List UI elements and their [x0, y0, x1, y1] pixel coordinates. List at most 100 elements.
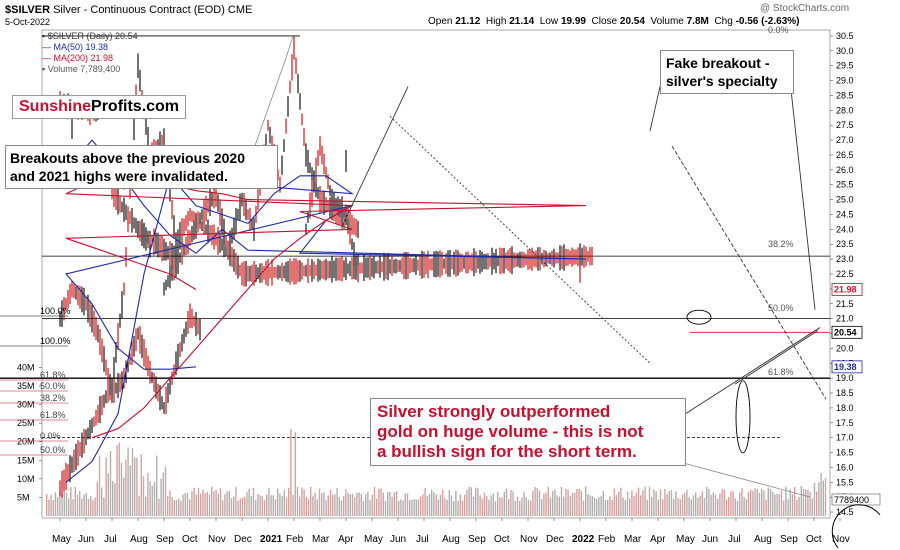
fib-left-label: 100.0%	[40, 336, 71, 346]
volume-bar	[98, 455, 101, 516]
volume-bar	[411, 499, 413, 516]
volume-bar	[481, 498, 483, 516]
x-tick-label: Jun	[390, 534, 406, 545]
volume-bar	[283, 490, 285, 516]
volume-bar	[332, 494, 334, 516]
x-tick-label: Jul	[104, 534, 117, 545]
volume-bar	[127, 447, 129, 516]
trend-line	[389, 115, 651, 364]
volume-bar	[129, 465, 131, 516]
volume-bar	[433, 492, 435, 516]
volume-bar	[571, 492, 574, 516]
volume-bar	[63, 491, 65, 516]
volume-bar	[211, 486, 213, 516]
volume-bar	[61, 493, 63, 516]
volume-bar	[208, 494, 211, 516]
x-tick-label: Sep	[780, 534, 798, 545]
fib-left-label: 61.8%	[40, 370, 66, 380]
volume-bar	[107, 473, 109, 516]
volume-bar	[380, 488, 382, 516]
volume-bar	[655, 491, 657, 516]
trend-line	[734, 330, 819, 385]
volume-bar	[149, 481, 151, 516]
volume-bar	[76, 494, 79, 516]
y-tick-label: 14.5	[836, 507, 854, 517]
volume-bar	[156, 455, 158, 516]
volume-bar	[327, 495, 329, 516]
volume-bar	[780, 490, 783, 516]
sunshine-profits-logo: SunshineProfits.com	[12, 95, 187, 119]
volume-bar	[279, 493, 281, 516]
volume-bar	[439, 494, 442, 516]
volume-bar	[580, 490, 582, 516]
volume-bar	[809, 491, 811, 516]
volume-bar	[373, 486, 376, 516]
y-tick-label: 21.0	[836, 314, 854, 324]
volume-bar	[250, 496, 252, 516]
x-tick-label: Aug	[754, 534, 772, 545]
volume-bar	[378, 488, 380, 516]
volume-bar	[547, 486, 549, 516]
volume-bar	[68, 498, 70, 516]
y-tick-label: 24.0	[836, 224, 854, 234]
fib-left-label: 61.8%	[40, 410, 66, 420]
price-tag: 19.38	[834, 362, 857, 372]
volume-bar	[292, 495, 294, 516]
volume-bar	[184, 493, 186, 516]
volume-bar	[259, 495, 261, 516]
y-tick-label: 15.5	[836, 477, 854, 487]
volume-bar	[255, 499, 257, 516]
x-tick-label: Mar	[312, 534, 330, 545]
volume-bar	[415, 499, 417, 516]
volume-bar	[631, 490, 633, 516]
volume-bar	[591, 495, 593, 516]
volume-bar	[336, 487, 338, 516]
volume-bar	[769, 488, 772, 516]
outperformed-annotation: Silver strongly outperformed gold on hug…	[370, 398, 686, 466]
volume-bar	[811, 498, 813, 516]
volume-bar	[556, 495, 558, 516]
volume-bar	[173, 499, 175, 516]
x-tick-label: Feb	[598, 534, 616, 545]
fib-left-label: 38.2%	[40, 393, 66, 403]
volume-bar	[290, 428, 292, 516]
volume-bar	[52, 499, 54, 516]
y-tick-label: 28.0	[836, 105, 854, 115]
volume-bar	[479, 495, 481, 516]
x-tick-label: 2021	[260, 534, 283, 545]
volume-bar	[569, 496, 571, 516]
volume-bar	[321, 493, 323, 516]
legend-ma50: — MA(50) 19.38	[42, 42, 109, 52]
x-tick-label: Sep	[156, 534, 174, 545]
volume-bar	[604, 500, 607, 516]
price-tag-box	[831, 283, 863, 296]
volume-bar	[699, 495, 701, 516]
volume-bar	[90, 495, 92, 516]
x-tick-label: Mar	[624, 534, 642, 545]
volume-bar	[503, 491, 505, 516]
volume-bar	[519, 500, 521, 516]
y-tick-label: 17.0	[836, 433, 854, 443]
volume-bar	[118, 442, 120, 516]
volume-bar	[169, 490, 171, 516]
x-tick-label: Nov	[832, 534, 850, 545]
volume-bar	[525, 497, 527, 516]
legend-price: ▪ $SILVER (Daily) 20.54	[42, 31, 138, 41]
volume-bar	[618, 491, 620, 516]
volume-bar	[486, 496, 488, 516]
volume-bar	[494, 501, 497, 516]
volume-bar	[101, 487, 103, 516]
volume-bar	[382, 492, 384, 516]
volume-bar	[461, 500, 464, 516]
volume-bar	[402, 500, 404, 516]
volume-bar	[178, 498, 180, 516]
x-tick-label: Aug	[442, 534, 460, 545]
volume-bar	[712, 492, 714, 516]
volume-bar	[136, 458, 138, 516]
volume-bar	[213, 491, 215, 516]
volume-bar	[109, 451, 112, 516]
volume-bar	[653, 489, 655, 516]
volume-bar	[783, 500, 785, 516]
volume-bar	[820, 472, 822, 516]
